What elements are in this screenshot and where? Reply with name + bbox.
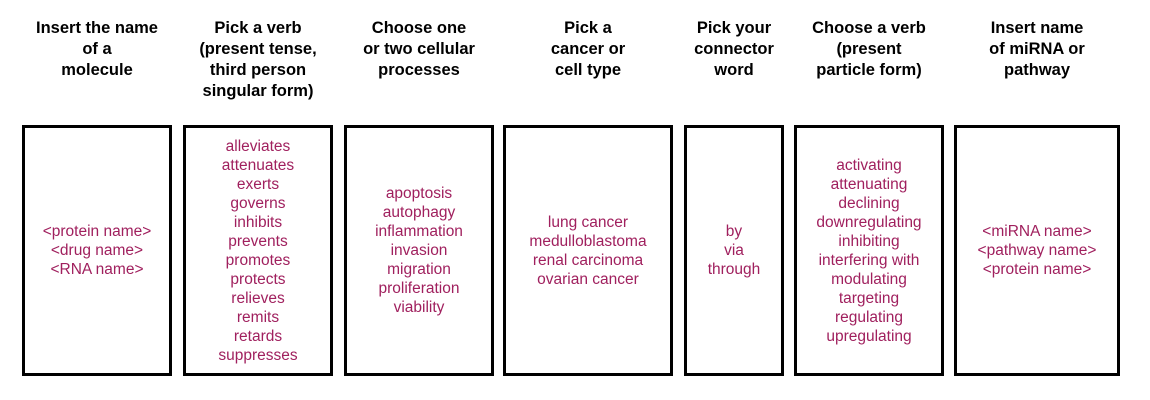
- list-item: downregulating: [816, 213, 922, 231]
- list-item: inhibits: [233, 213, 283, 231]
- column-cancer-type: Pick a cancer or cell type lung cancer me…: [503, 0, 673, 400]
- column-box: alleviates attenuates exerts governs inhibit…: [183, 125, 333, 376]
- column-header: Choose a verb (present particle form): [812, 19, 926, 79]
- column-box: <miRNA name> <pathway name> <protein name>: [954, 125, 1120, 376]
- list-item: apoptosis: [385, 185, 453, 202]
- list-item: declining: [838, 194, 900, 212]
- list-item: governs: [230, 194, 286, 212]
- item-list: <protein name> <drug name> <RNA name>: [43, 222, 152, 279]
- list-item: <protein name>: [42, 223, 152, 240]
- list-item: retards: [233, 327, 283, 345]
- list-item: protects: [230, 270, 286, 288]
- column-verb-present-tense: Pick a verb (present tense, third person…: [183, 0, 333, 400]
- list-item: suppresses: [218, 346, 298, 364]
- column-cellular-processes: Choose one or two cellular processes apo…: [344, 0, 494, 400]
- list-item: viability: [393, 299, 445, 316]
- item-list: by via through: [708, 222, 761, 279]
- column-box: by via through: [684, 125, 784, 376]
- item-list: lung cancer medulloblastoma renal carcinom…: [529, 213, 646, 289]
- list-item: invasion: [390, 242, 448, 259]
- list-item: <drug name>: [50, 242, 144, 259]
- list-item: relieves: [231, 289, 285, 307]
- list-item: via: [724, 242, 744, 259]
- list-item: medulloblastoma: [529, 232, 647, 250]
- column-header: Insert the name of a molecule: [36, 19, 158, 79]
- list-item: proliferation: [378, 280, 460, 297]
- list-item: attenuates: [221, 156, 295, 174]
- list-item: migration: [387, 261, 451, 278]
- list-item: ovarian cancer: [537, 270, 639, 288]
- item-list: activating attenuating declining downregula…: [816, 156, 921, 346]
- column-header: Pick a cancer or cell type: [550, 19, 626, 79]
- column-box: apoptosis autophagy inflammation invasion mi…: [344, 125, 494, 376]
- list-item: interfering with: [818, 251, 920, 269]
- list-item: targeting: [838, 289, 900, 307]
- list-item: promotes: [225, 251, 291, 269]
- column-header: Insert name of miRNA or pathway: [989, 19, 1085, 79]
- column-connector-word: Pick your connector word by via through: [684, 0, 784, 400]
- column-box: activating attenuating declining downregula…: [794, 125, 944, 376]
- list-item: exerts: [236, 175, 280, 193]
- list-item: regulating: [834, 308, 904, 326]
- column-molecule: Insert the name of a molecule <protein n…: [22, 0, 172, 400]
- column-mirna-pathway: Insert name of miRNA or pathway <miRNA n…: [954, 0, 1120, 400]
- column-header: Pick your connector word: [694, 19, 774, 79]
- list-item: inhibiting: [838, 232, 900, 250]
- item-list: apoptosis autophagy inflammation invasion mi…: [375, 184, 463, 317]
- list-item: by: [725, 223, 743, 240]
- list-item: <RNA name>: [50, 261, 144, 278]
- list-item: inflammation: [375, 223, 463, 240]
- list-item: upregulating: [826, 327, 912, 345]
- list-item: activating: [836, 156, 902, 174]
- list-item: alleviates: [225, 137, 291, 155]
- item-list: <miRNA name> <pathway name> <protein name>: [978, 222, 1097, 279]
- list-item: remits: [236, 308, 280, 326]
- column-box: <protein name> <drug name> <RNA name>: [22, 125, 172, 376]
- list-item: <pathway name>: [977, 242, 1097, 259]
- column-verb-particle-form: Choose a verb (present particle form) ac…: [794, 0, 944, 400]
- column-header: Choose one or two cellular processes: [363, 19, 475, 79]
- list-item: renal carcinoma: [532, 251, 644, 269]
- list-item: <miRNA name>: [982, 223, 1092, 240]
- list-item: lung cancer: [547, 213, 629, 231]
- item-list: alleviates attenuates exerts governs inhibit…: [218, 137, 297, 365]
- list-item: prevents: [228, 232, 288, 250]
- list-item: autophagy: [382, 204, 456, 221]
- list-item: <protein name>: [982, 261, 1092, 278]
- column-box: lung cancer medulloblastoma renal carcinom…: [503, 125, 673, 376]
- list-item: modulating: [831, 270, 907, 288]
- list-item: attenuating: [830, 175, 908, 193]
- column-header: Pick a verb (present tense, third person…: [199, 19, 317, 100]
- list-item: through: [707, 261, 761, 278]
